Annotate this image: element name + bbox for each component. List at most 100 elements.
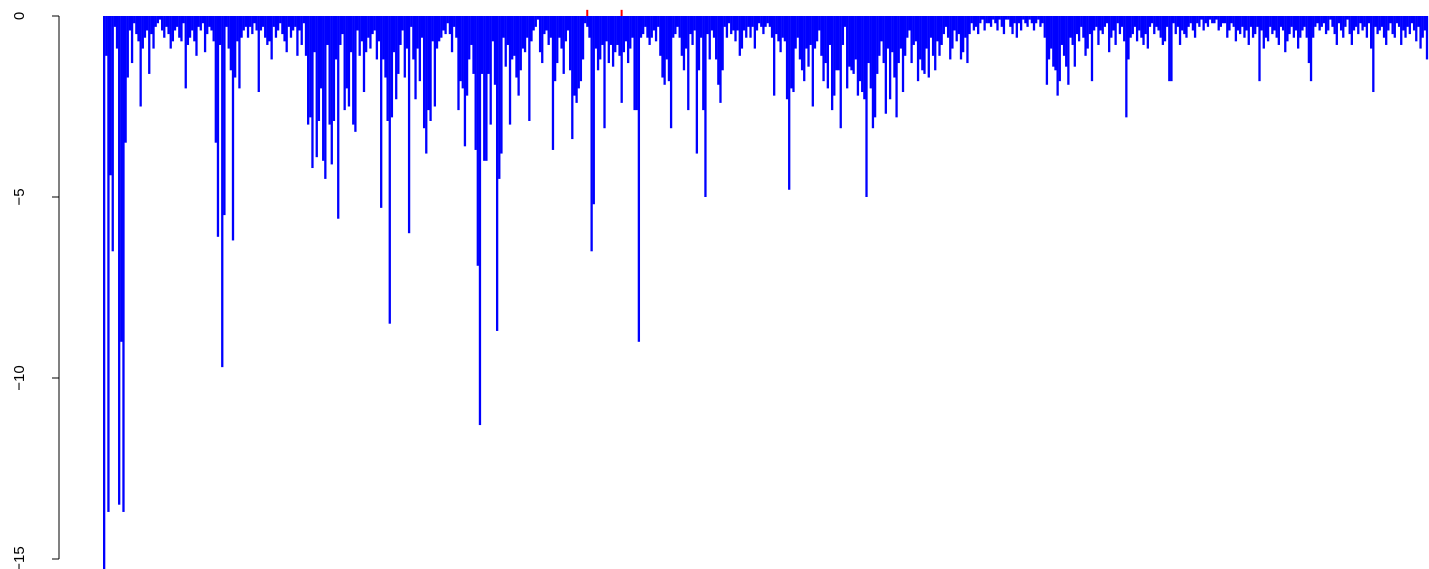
bar: [521, 16, 525, 49]
bar: [150, 16, 153, 35]
bar: [461, 16, 464, 89]
bar: [216, 16, 220, 237]
bar: [197, 16, 200, 27]
bar: [603, 16, 606, 129]
bar: [1219, 16, 1222, 27]
bar: [1030, 16, 1034, 24]
bar: [1193, 16, 1197, 38]
bar: [332, 16, 336, 121]
bar: [957, 16, 960, 35]
bar: [942, 16, 945, 35]
bar: [1342, 16, 1345, 38]
bar: [1084, 16, 1087, 56]
bar: [1335, 16, 1338, 45]
bar: [253, 16, 256, 24]
bar: [272, 16, 275, 27]
bar: [1223, 16, 1227, 24]
bar: [1060, 16, 1064, 45]
bar: [564, 16, 568, 42]
bar: [770, 16, 774, 38]
bar: [927, 16, 930, 78]
bar: [839, 16, 842, 129]
bar: [1150, 16, 1154, 24]
bar: [141, 16, 144, 49]
bar: [893, 16, 896, 78]
bar: [287, 16, 290, 27]
bar: [167, 16, 170, 35]
bar: [238, 16, 241, 89]
bar: [1007, 16, 1010, 20]
bar: [1174, 16, 1177, 35]
bar: [581, 16, 585, 60]
bar: [360, 16, 363, 42]
bar: [805, 16, 808, 49]
bar: [1232, 16, 1235, 27]
bar: [519, 16, 522, 71]
bar: [1239, 16, 1242, 35]
bar: [498, 16, 501, 179]
bar: [910, 16, 913, 64]
bar: [249, 16, 252, 27]
bar: [1009, 16, 1012, 27]
bar: [1408, 16, 1411, 35]
bar: [1099, 16, 1102, 31]
bar: [1271, 16, 1274, 35]
bar: [1088, 16, 1091, 35]
bar: [1196, 16, 1199, 24]
bar: [1406, 16, 1409, 27]
bar: [212, 16, 215, 42]
bar: [712, 16, 716, 38]
bar: [251, 16, 254, 35]
bar: [1254, 16, 1257, 35]
bar: [1065, 16, 1068, 67]
bar: [103, 16, 106, 569]
bar: [873, 16, 877, 118]
bar: [152, 16, 155, 49]
bar: [676, 16, 679, 27]
bar: [120, 16, 123, 342]
bar: [506, 16, 510, 45]
bar: [848, 16, 851, 67]
bar: [596, 16, 600, 71]
bar: [1264, 16, 1268, 38]
bar: [1178, 16, 1182, 45]
bar: [390, 16, 394, 118]
bar: [584, 16, 587, 24]
bar: [863, 16, 866, 100]
bar: [1045, 16, 1049, 85]
bar: [1415, 16, 1418, 42]
bar: [257, 16, 260, 93]
bar: [139, 16, 142, 107]
bar: [1423, 16, 1427, 31]
bar: [1129, 16, 1132, 38]
bar: [1135, 16, 1139, 42]
bar: [704, 16, 707, 197]
bar: [468, 16, 471, 60]
bar: [654, 16, 658, 42]
bar: [532, 16, 535, 31]
bar: [972, 16, 976, 31]
bar: [577, 16, 580, 89]
bar: [1110, 16, 1113, 38]
bar: [311, 16, 314, 169]
bar: [730, 16, 733, 35]
bar: [474, 16, 477, 150]
bar: [446, 16, 449, 24]
bar: [420, 16, 424, 38]
bar: [193, 16, 196, 42]
bar: [1297, 16, 1300, 49]
bar: [1337, 16, 1341, 24]
bar: [1385, 16, 1388, 45]
bar: [274, 16, 278, 38]
bar: [489, 16, 492, 125]
bar: [1075, 16, 1079, 35]
bar: [826, 16, 829, 89]
bar: [352, 16, 355, 125]
bar: [455, 16, 458, 38]
bar: [925, 16, 928, 49]
bar: [201, 16, 205, 24]
bar: [240, 16, 243, 38]
bar: [500, 16, 503, 154]
bar: [1116, 16, 1119, 24]
